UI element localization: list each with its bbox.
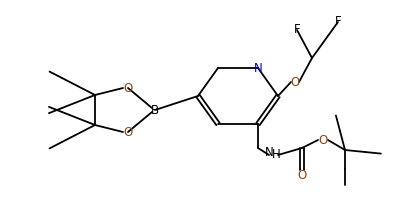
Text: O: O — [290, 75, 300, 89]
Text: N: N — [265, 145, 273, 159]
Text: O: O — [124, 125, 133, 139]
Text: F: F — [335, 16, 341, 28]
Text: F: F — [294, 24, 300, 36]
Text: O: O — [318, 133, 328, 147]
Text: N: N — [253, 61, 262, 75]
Text: H: H — [271, 149, 280, 161]
Text: O: O — [298, 168, 307, 182]
Text: O: O — [124, 81, 133, 95]
Text: B: B — [151, 103, 159, 117]
